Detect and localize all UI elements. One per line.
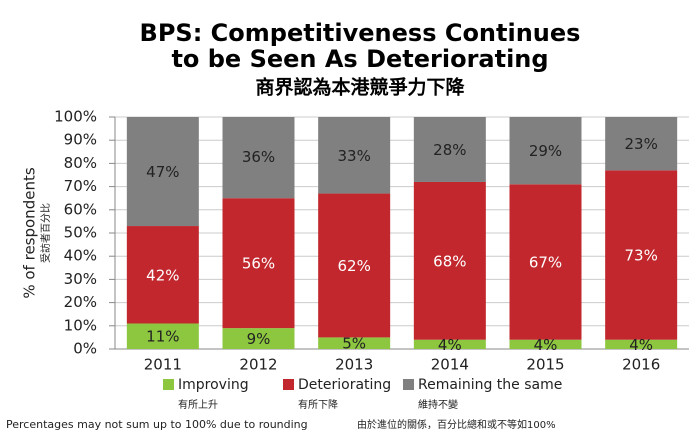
bar-segment: [413, 181, 486, 340]
bar-segment: [509, 339, 582, 349]
y-tick-label: 90%: [64, 131, 97, 149]
x-tick-label: 2016: [622, 356, 660, 374]
legend-swatch: [283, 379, 294, 390]
chart-title: BPS: Competitiveness Continues: [140, 19, 581, 47]
data-label: 33%: [337, 147, 370, 165]
legend-label: Deteriorating: [298, 377, 391, 393]
legend-label: Improving: [178, 377, 249, 393]
y-tick-label: 0%: [73, 340, 97, 358]
data-label: 28%: [433, 141, 466, 159]
bar-segment: [222, 117, 295, 199]
note: Percentages may not sum up to 100% due t…: [6, 418, 308, 431]
data-label: 67%: [529, 254, 562, 272]
plot-area: [126, 117, 678, 349]
chart-subtitle: 商界認為本港競爭力下降: [255, 76, 465, 99]
x-tick-label: 2015: [526, 356, 564, 374]
data-label: 56%: [242, 255, 275, 273]
data-label: 47%: [146, 163, 179, 181]
chart-title: to be Seen As Deteriorating: [171, 45, 548, 73]
bar-segment: [126, 226, 199, 324]
bar-segment: [509, 184, 582, 340]
legend-swatch: [403, 379, 414, 390]
data-label: 4%: [629, 336, 653, 354]
bar-segment: [605, 339, 678, 349]
x-tick-label: 2013: [335, 356, 373, 374]
bar-segment: [126, 117, 199, 227]
y-tick-label: 20%: [64, 293, 97, 311]
y-tick-label: 100%: [54, 108, 97, 126]
note: 由於進位的關係，百分比總和或不等如100%: [357, 418, 556, 431]
bar-segment: [605, 117, 678, 171]
bar-segment: [413, 339, 486, 349]
bar-segment: [126, 323, 199, 349]
y-axis-label: 受訪者百分比: [39, 203, 52, 263]
x-tick-label: 2011: [144, 356, 182, 374]
data-label: 5%: [342, 335, 366, 353]
bar-segment: [222, 328, 295, 349]
y-tick-label: 40%: [64, 247, 97, 265]
bar-segment: [413, 117, 486, 182]
y-tick-label: 30%: [64, 270, 97, 288]
y-tick-label: 60%: [64, 200, 97, 218]
legend-swatch: [163, 379, 174, 390]
bar-segment: [318, 117, 391, 194]
data-label: 36%: [242, 148, 275, 166]
x-tick-label: 2012: [239, 356, 277, 374]
data-label: 23%: [624, 135, 657, 153]
bar-segment: [605, 170, 678, 340]
legend-label: 有所上升: [178, 398, 218, 411]
data-label: 73%: [624, 247, 657, 265]
bar-segment: [222, 198, 295, 329]
y-axis-label: % of respondents: [21, 167, 39, 298]
data-label: 4%: [438, 336, 462, 354]
x-tick-label: 2014: [431, 356, 469, 374]
data-label: 9%: [247, 330, 271, 348]
bar-segment: [318, 337, 391, 349]
data-label: 62%: [337, 257, 370, 275]
y-tick-label: 50%: [64, 224, 97, 242]
data-label: 68%: [433, 252, 466, 270]
data-label: 42%: [146, 266, 179, 284]
y-tick-label: 10%: [64, 316, 97, 334]
bar-segment: [318, 193, 391, 338]
data-label: 11%: [146, 328, 179, 346]
data-label: 29%: [529, 142, 562, 160]
data-label: 4%: [534, 336, 558, 354]
legend-label: 有所下降: [298, 398, 338, 411]
legend-label: 維持不變: [418, 398, 458, 411]
bar-segment: [509, 117, 582, 185]
y-tick-label: 70%: [64, 177, 97, 195]
y-tick-label: 80%: [64, 154, 97, 172]
legend-label: Remaining the same: [418, 377, 562, 393]
